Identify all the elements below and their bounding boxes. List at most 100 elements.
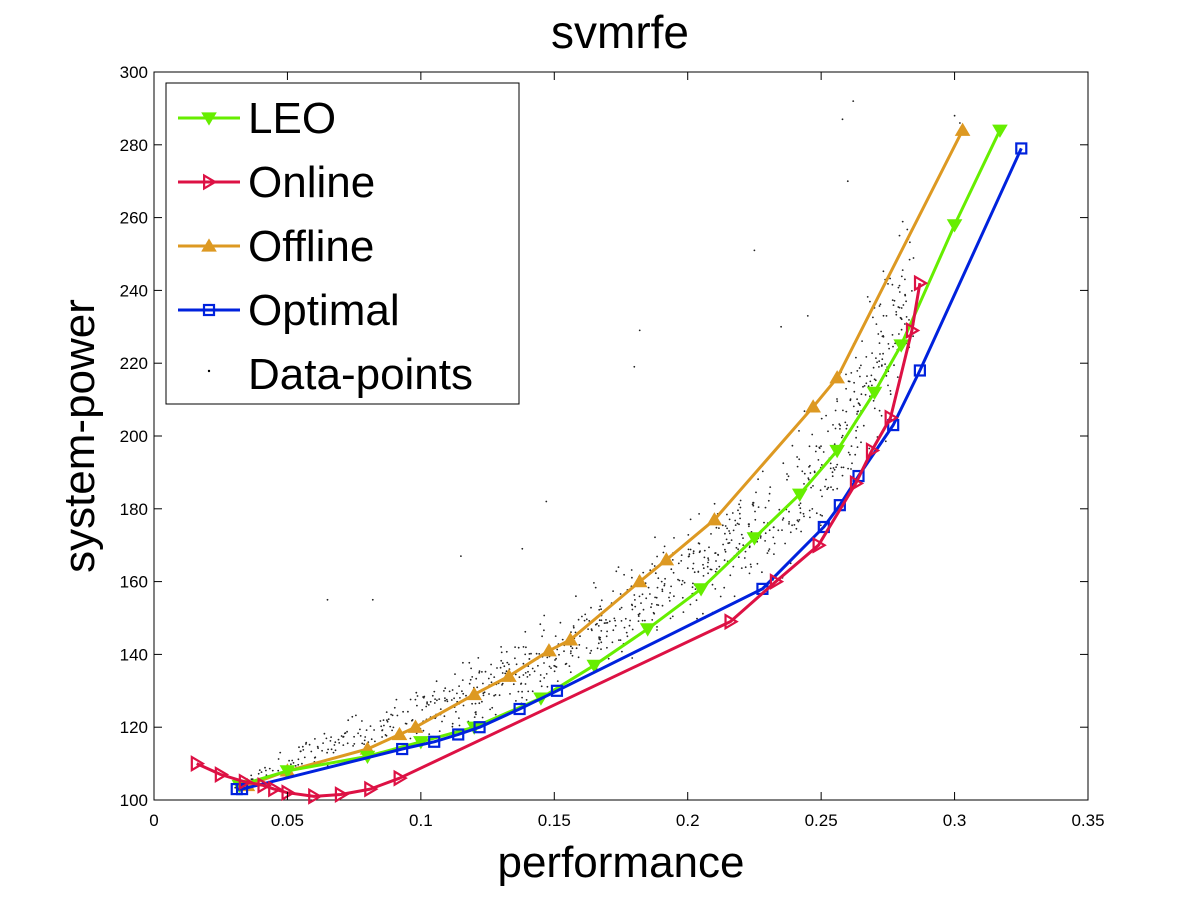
data-point	[677, 562, 680, 565]
series-marker-optimal	[913, 364, 926, 377]
y-tick-label: 140	[120, 645, 148, 664]
data-point	[656, 629, 658, 631]
data-point	[821, 514, 823, 517]
data-point	[501, 684, 503, 686]
data-point	[882, 352, 884, 355]
data-point	[443, 690, 445, 692]
data-point	[836, 398, 838, 400]
legend-entry-online: Online	[178, 158, 375, 207]
data-point	[891, 334, 894, 336]
data-point	[359, 735, 362, 737]
data-point	[605, 622, 607, 624]
data-point	[878, 409, 881, 412]
data-point	[340, 735, 343, 737]
data-point	[234, 786, 237, 789]
data-point	[623, 626, 626, 629]
data-point	[451, 689, 454, 691]
data-point	[638, 595, 641, 598]
data-point	[722, 543, 724, 546]
data-point	[844, 421, 847, 424]
data-point	[548, 665, 551, 668]
data-point	[836, 463, 839, 466]
data-point	[687, 534, 690, 536]
data-point	[892, 304, 895, 306]
data-point	[596, 647, 599, 650]
series-marker-leo	[791, 488, 808, 502]
data-point	[651, 619, 654, 621]
series-marker-optimal	[513, 702, 526, 716]
data-point	[487, 677, 490, 680]
data-point	[301, 762, 303, 765]
data-point	[669, 592, 671, 594]
data-point	[856, 398, 858, 401]
data-point	[475, 713, 477, 716]
data-point	[740, 533, 743, 536]
data-point	[724, 525, 727, 527]
data-point	[842, 409, 844, 412]
series-line-optimal	[236, 147, 1023, 791]
x-tick-label: 0	[149, 811, 158, 830]
data-point	[561, 638, 564, 641]
data-point	[710, 533, 712, 535]
data-point	[425, 705, 428, 708]
data-point	[539, 623, 542, 626]
data-point	[257, 772, 260, 775]
data-point	[892, 345, 894, 348]
data-point	[898, 234, 901, 237]
data-point	[846, 180, 849, 183]
legend-box	[165, 82, 520, 405]
data-point	[634, 599, 636, 601]
data-point	[361, 720, 363, 722]
data-point	[900, 328, 903, 331]
y-tick-label: 100	[120, 791, 148, 810]
data-point	[850, 372, 853, 374]
data-point	[764, 506, 767, 509]
data-point	[904, 278, 906, 281]
data-point	[654, 536, 656, 539]
data-point	[721, 524, 724, 527]
data-point	[384, 734, 387, 736]
data-point	[277, 758, 280, 760]
data-point	[870, 374, 873, 377]
data-point	[802, 512, 805, 515]
series-marker-online	[238, 773, 254, 791]
data-point	[803, 410, 806, 413]
data-point	[600, 619, 603, 622]
data-point	[352, 745, 354, 747]
data-point	[718, 527, 720, 529]
data-point	[725, 538, 728, 541]
data-point	[506, 661, 509, 664]
data-point	[707, 557, 709, 560]
data-point	[569, 671, 572, 674]
data-point	[468, 682, 471, 685]
data-point	[668, 596, 670, 599]
data-point	[393, 706, 396, 709]
data-point	[724, 548, 726, 551]
data-point	[404, 722, 407, 725]
data-point	[812, 485, 814, 487]
data-point	[501, 672, 504, 674]
data-point	[856, 426, 859, 428]
legend-marker	[202, 303, 216, 317]
data-point	[514, 657, 516, 660]
data-point	[831, 471, 834, 474]
data-point	[482, 694, 485, 697]
data-point	[575, 595, 577, 598]
data-point	[628, 624, 631, 627]
data-point	[799, 511, 802, 514]
data-point	[671, 559, 674, 561]
data-point	[767, 499, 770, 502]
data-point	[841, 434, 844, 437]
data-point	[818, 447, 821, 449]
data-point	[825, 414, 827, 417]
data-point	[715, 560, 717, 562]
series-leo	[231, 124, 1008, 794]
data-point	[853, 381, 855, 384]
data-point	[670, 568, 673, 571]
data-point	[569, 652, 572, 655]
data-point	[539, 680, 542, 683]
data-point	[737, 548, 739, 551]
data-point	[777, 529, 780, 532]
y-tick-label: 180	[120, 500, 148, 519]
data-point	[846, 424, 848, 427]
